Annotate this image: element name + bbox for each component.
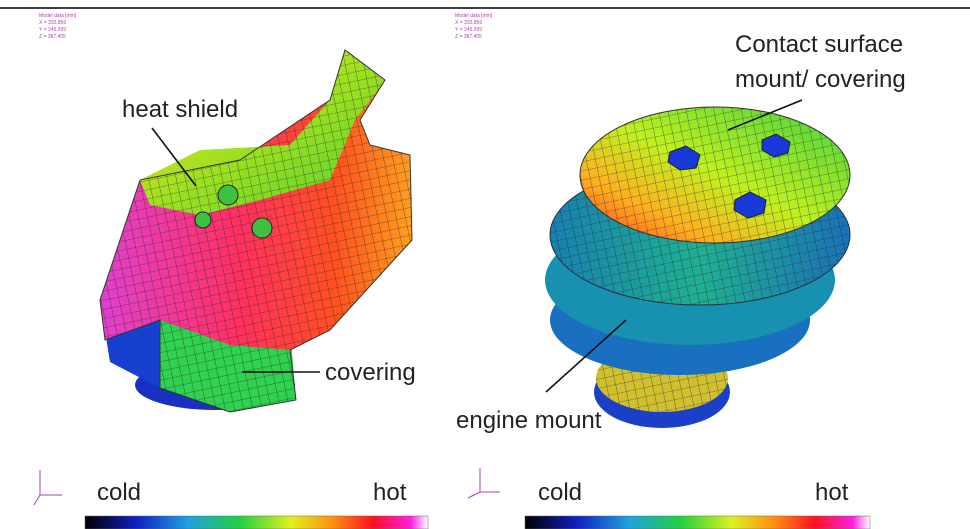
label: covering [325,359,416,386]
figure: Model data [mm] X = 333.856 Y = 245.399 … [0,0,970,529]
legend-label: cold [97,479,141,506]
info-line: X = 333.856 [455,20,482,26]
info-line: X = 333.856 [39,20,66,26]
left-panel: Model data [mm] X = 333.856 Y = 245.399 … [34,13,428,529]
info-line: Z = 387.455 [455,34,482,40]
label: heat shield [122,96,238,123]
info: Model data [mm] X = 333.856 Y = 245.399 … [39,13,77,40]
label: mount/ covering [735,66,906,93]
info-line: Model data [mm] [39,13,77,19]
legend-label: cold [538,479,582,506]
axis-triad [468,468,500,498]
info: Model data [mm] X = 333.856 Y = 245.399 … [455,13,493,40]
info-line: Y = 245.399 [39,27,66,33]
info-line: Y = 245.399 [455,27,482,33]
right-panel: Model data [mm] X = 333.856 Y = 245.399 … [455,13,906,529]
info-line: Model data [mm] [455,13,493,19]
legend-label: hot [815,479,849,506]
label: engine mount [456,407,602,434]
mount-model [545,107,850,428]
color-scale [85,516,428,529]
axis-triad [34,470,62,505]
legend-label: hot [373,479,407,506]
color-scale [525,516,870,529]
label: Contact surface [735,31,903,58]
info-line: Z = 387.455 [39,34,66,40]
